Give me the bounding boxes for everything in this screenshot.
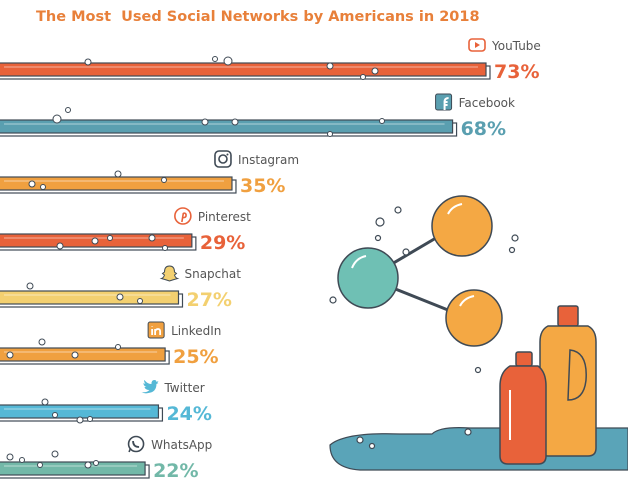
bar-row-linkedin: LinkedIn 25% (0, 321, 221, 368)
value-label: 22% (153, 460, 198, 482)
category-label: Facebook (459, 96, 515, 110)
bubble (52, 412, 58, 418)
facebook-icon (435, 93, 453, 111)
bubble (115, 344, 121, 350)
bottles (499, 305, 597, 465)
bubble (71, 351, 79, 359)
bubble (84, 461, 92, 469)
bubble (162, 245, 168, 251)
bar-linkedin (0, 347, 166, 362)
bubble (26, 282, 34, 290)
category-label: LinkedIn (171, 324, 221, 338)
category-label: YouTube (491, 39, 541, 53)
bubble (19, 457, 25, 463)
bubble (107, 235, 113, 241)
bubble (223, 56, 233, 66)
value-label: 24% (166, 403, 211, 425)
bubble (379, 118, 385, 124)
bar-row-snapchat: Snapchat 27% (0, 265, 241, 311)
bubble (56, 242, 64, 250)
bubble (6, 351, 14, 359)
value-label: 27% (186, 289, 231, 311)
bubble (137, 298, 143, 304)
value-label: 35% (240, 175, 285, 197)
bar-row-pinterest: Pinterest 29% (0, 207, 251, 254)
bubble (93, 460, 99, 466)
bubble (231, 118, 239, 126)
bubble (114, 170, 122, 178)
bar-facebook (0, 119, 454, 134)
bubble (116, 293, 124, 301)
twitter-icon (141, 380, 159, 394)
bubble (84, 58, 92, 66)
category-label: Twitter (163, 381, 204, 395)
instagram-icon (214, 150, 232, 168)
bubble (161, 177, 167, 183)
chart-title: The Most Used Social Networks by America… (36, 9, 480, 25)
value-label: 73% (494, 61, 539, 83)
bubble (28, 180, 36, 188)
bubble (201, 118, 209, 126)
bubble (41, 398, 49, 406)
bar-snapchat (0, 290, 180, 305)
value-label: 68% (461, 118, 506, 140)
bar-youtube (0, 62, 487, 77)
bar-whatsapp (0, 461, 146, 476)
bubble (327, 131, 333, 137)
bubble (6, 453, 14, 461)
molecule-bottles-illustration (329, 195, 628, 471)
bubble (360, 74, 366, 80)
bubble (91, 237, 99, 245)
bar-row-facebook: Facebook 68% (0, 93, 515, 140)
bubble (212, 56, 218, 62)
category-label: WhatsApp (151, 438, 212, 452)
bubble (76, 416, 84, 424)
bubble (40, 184, 46, 190)
value-label: 29% (200, 232, 245, 254)
bubbles (329, 206, 519, 450)
bar-instagram (0, 176, 233, 191)
bubble (148, 234, 156, 242)
bubble (37, 462, 43, 468)
whatsapp-icon (127, 435, 145, 453)
bubble (52, 114, 62, 124)
linkedin-icon (147, 321, 165, 339)
molecule (337, 195, 503, 347)
bubble (326, 62, 334, 70)
bubble (65, 107, 71, 113)
bubble (87, 416, 93, 422)
bar-row-youtube: YouTube 73% (0, 38, 541, 83)
value-label: 25% (173, 346, 218, 368)
youtube-icon (468, 38, 486, 52)
bars-layer: YouTube 73% Facebook 68% Instagram 35% Pintere… (0, 38, 541, 482)
snapchat-icon (159, 265, 180, 282)
pinterest-icon (174, 207, 192, 225)
category-label: Snapchat (184, 267, 241, 281)
bar-row-twitter: Twitter 24% (0, 380, 212, 425)
bar-row-instagram: Instagram 35% (0, 150, 299, 197)
category-label: Instagram (238, 153, 299, 167)
bar-twitter (0, 404, 160, 419)
bubble (38, 338, 46, 346)
category-label: Pinterest (198, 210, 251, 224)
bubble (371, 67, 379, 75)
bar-row-whatsapp: WhatsApp 22% (0, 435, 212, 482)
bubble (51, 450, 59, 458)
